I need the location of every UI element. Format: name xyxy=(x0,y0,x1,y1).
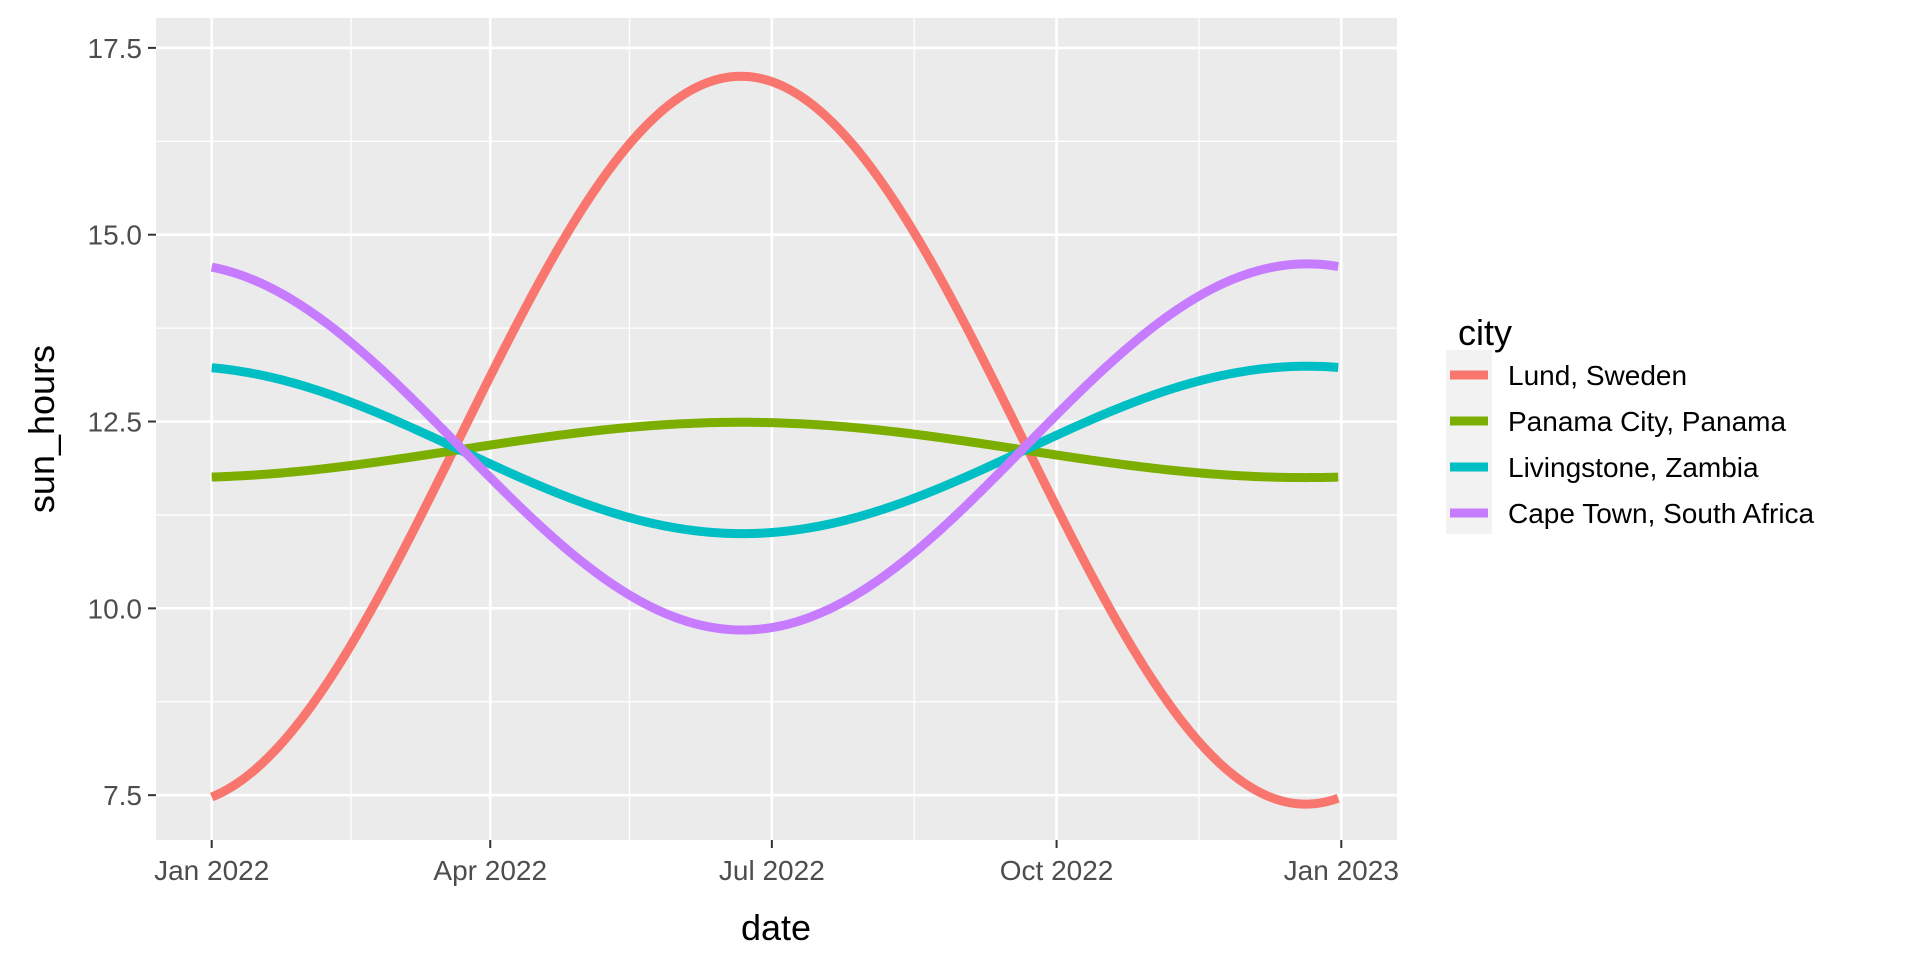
x-tick-label: Jul 2022 xyxy=(719,855,825,886)
y-tick-label: 7.5 xyxy=(103,780,142,811)
x-tick-label: Jan 2022 xyxy=(154,855,269,886)
y-tick-label: 17.5 xyxy=(88,33,143,64)
legend: city Lund, Sweden Panama City, Panama Livi… xyxy=(1446,312,1815,534)
y-axis-title: sun_hours xyxy=(21,345,62,513)
y-axis: 7.5 10.0 12.5 15.0 17.5 xyxy=(88,33,156,811)
y-tick-label: 15.0 xyxy=(88,220,143,251)
legend-label: Cape Town, South Africa xyxy=(1508,498,1815,529)
legend-title: city xyxy=(1458,312,1512,353)
x-tick-label: Apr 2022 xyxy=(433,855,547,886)
legend-label: Lund, Sweden xyxy=(1508,360,1687,391)
series-lines xyxy=(209,71,1340,809)
legend-label: Livingstone, Zambia xyxy=(1508,452,1759,483)
y-tick-label: 12.5 xyxy=(88,407,143,438)
legend-label: Panama City, Panama xyxy=(1508,406,1786,437)
series-line-livingstone-zambia xyxy=(210,361,1340,539)
x-tick-label: Oct 2022 xyxy=(1000,855,1114,886)
series-line-lund-sweden xyxy=(209,71,1340,809)
legend-items: Lund, Sweden Panama City, Panama Livingsto… xyxy=(1446,350,1815,534)
series-line-panama-city-panama xyxy=(210,417,1340,483)
x-tick-label: Jan 2023 xyxy=(1284,855,1399,886)
x-axis-title: date xyxy=(741,907,811,948)
plot-panel xyxy=(156,18,1397,840)
x-axis: Jan 2022 Apr 2022 Jul 2022 Oct 2022 Jan 2023 xyxy=(154,840,1399,886)
series-line-cape-town-south-africa xyxy=(210,259,1340,635)
y-tick-label: 10.0 xyxy=(88,593,143,624)
